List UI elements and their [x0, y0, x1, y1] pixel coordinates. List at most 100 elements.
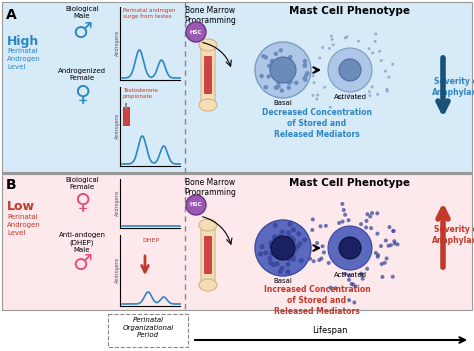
Circle shape — [371, 85, 374, 88]
FancyBboxPatch shape — [108, 314, 188, 347]
Circle shape — [319, 257, 323, 260]
Text: Bone Marrow
Programming: Bone Marrow Programming — [184, 178, 236, 197]
Circle shape — [392, 229, 395, 233]
Bar — [2, 174, 472, 310]
Circle shape — [290, 237, 294, 242]
Circle shape — [270, 61, 274, 65]
Circle shape — [311, 218, 315, 221]
Circle shape — [323, 86, 326, 89]
Text: Increased Concentration
of Stored and
Released Mediators: Increased Concentration of Stored and Re… — [264, 285, 370, 316]
Circle shape — [365, 267, 369, 271]
Text: Mast Cell Phenotype: Mast Cell Phenotype — [290, 178, 410, 188]
Circle shape — [271, 262, 276, 267]
Text: DHEP: DHEP — [142, 238, 159, 243]
Text: Activated: Activated — [334, 272, 366, 278]
Circle shape — [387, 225, 392, 229]
Circle shape — [321, 46, 324, 49]
Text: Testosterone
propionate: Testosterone propionate — [123, 88, 158, 99]
Circle shape — [339, 237, 361, 259]
Circle shape — [259, 74, 264, 78]
Circle shape — [297, 241, 302, 246]
Circle shape — [332, 43, 335, 46]
Circle shape — [264, 55, 268, 60]
Circle shape — [267, 64, 272, 68]
Text: A: A — [6, 8, 17, 22]
Bar — [2, 2, 472, 172]
Circle shape — [287, 235, 292, 240]
Text: Basal: Basal — [273, 278, 292, 284]
Circle shape — [285, 262, 291, 267]
Circle shape — [266, 74, 271, 79]
Circle shape — [346, 35, 348, 38]
Circle shape — [342, 208, 346, 212]
Circle shape — [384, 239, 388, 243]
Text: HSC: HSC — [190, 29, 202, 34]
Text: Androgens: Androgens — [115, 257, 119, 283]
Circle shape — [389, 243, 393, 247]
Circle shape — [387, 76, 390, 79]
Circle shape — [270, 59, 274, 63]
Circle shape — [328, 226, 372, 270]
Circle shape — [294, 81, 299, 85]
Circle shape — [311, 74, 315, 77]
Text: ♂: ♂ — [72, 254, 92, 274]
Text: Severity of
Anaphylaxis: Severity of Anaphylaxis — [432, 77, 474, 97]
Circle shape — [316, 94, 319, 97]
Text: Anti-andogen
(DHEP)
Male: Anti-andogen (DHEP) Male — [58, 232, 106, 252]
Text: Lifespan: Lifespan — [312, 326, 348, 335]
Circle shape — [324, 224, 328, 228]
Circle shape — [386, 90, 389, 93]
Circle shape — [293, 249, 297, 253]
Circle shape — [357, 40, 360, 42]
Circle shape — [310, 228, 314, 232]
Circle shape — [328, 286, 333, 290]
Circle shape — [322, 250, 326, 254]
Circle shape — [299, 258, 304, 263]
Circle shape — [393, 241, 397, 245]
Circle shape — [328, 47, 331, 50]
Circle shape — [351, 283, 355, 286]
Circle shape — [269, 244, 273, 249]
Circle shape — [313, 81, 316, 84]
Circle shape — [370, 211, 374, 215]
Circle shape — [285, 270, 291, 274]
Circle shape — [269, 251, 274, 256]
Circle shape — [339, 59, 361, 81]
Text: ♂: ♂ — [72, 22, 92, 42]
Circle shape — [311, 94, 314, 97]
Circle shape — [391, 275, 395, 279]
Circle shape — [341, 220, 345, 224]
Circle shape — [263, 250, 268, 255]
Circle shape — [317, 258, 321, 262]
Circle shape — [276, 84, 281, 88]
Circle shape — [291, 227, 296, 232]
Circle shape — [343, 272, 347, 276]
Circle shape — [392, 229, 395, 233]
Circle shape — [271, 236, 295, 260]
Circle shape — [343, 213, 347, 217]
Circle shape — [278, 234, 283, 239]
Circle shape — [347, 298, 351, 302]
Circle shape — [320, 244, 325, 248]
Circle shape — [347, 273, 352, 277]
Text: Bone Marrow
Programming: Bone Marrow Programming — [184, 6, 236, 25]
Bar — [125, 103, 127, 109]
Circle shape — [368, 94, 372, 97]
Circle shape — [267, 256, 273, 261]
Circle shape — [378, 50, 381, 53]
Circle shape — [278, 269, 283, 274]
Circle shape — [340, 202, 345, 206]
Circle shape — [272, 234, 277, 239]
Circle shape — [380, 262, 384, 266]
Circle shape — [305, 71, 310, 75]
Text: Biological
Female: Biological Female — [65, 177, 99, 190]
Circle shape — [296, 231, 301, 236]
Ellipse shape — [199, 279, 217, 291]
Circle shape — [338, 95, 341, 99]
Text: HSC: HSC — [190, 203, 202, 207]
Circle shape — [287, 81, 291, 85]
Circle shape — [255, 42, 311, 98]
Circle shape — [280, 88, 284, 93]
Circle shape — [291, 254, 296, 259]
Circle shape — [384, 69, 387, 73]
